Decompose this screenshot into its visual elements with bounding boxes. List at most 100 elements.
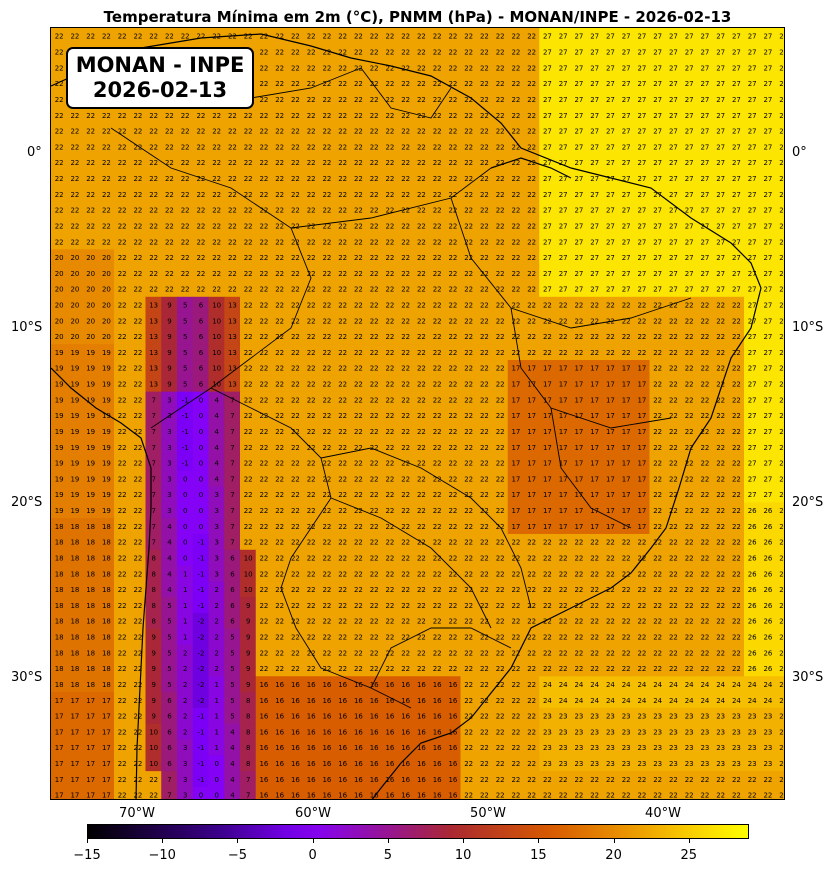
temperature-value: 22 [669, 349, 678, 357]
temperature-value: 22 [669, 460, 678, 468]
temperature-cell [397, 59, 414, 77]
temperature-value: 17 [559, 365, 568, 373]
temperature-value: 22 [464, 475, 473, 483]
temperature-value: 22 [307, 649, 316, 657]
temperature-value: 22 [448, 570, 457, 578]
temperature-value: 27 [732, 96, 741, 104]
temperature-value: 27 [653, 207, 662, 215]
temperature-value: 22 [259, 618, 268, 626]
temperature-value: 17 [637, 444, 646, 452]
temperature-value: 22 [511, 602, 520, 610]
temperature-value: 7 [230, 491, 234, 499]
temperature-value: 22 [149, 112, 158, 120]
temperature-cell [775, 75, 784, 92]
temperature-value: 27 [779, 286, 785, 294]
temperature-cell [303, 91, 320, 108]
temperature-map[interactable]: 22 22 22 22 22 22 22 22 22 22 22 22 22 22 22 22 22 22 22 22… [51, 28, 785, 800]
temperature-value: 22 [401, 159, 410, 167]
temperature-value: 27 [716, 128, 725, 136]
temperature-cell [114, 28, 131, 45]
temperature-value: 22 [118, 33, 127, 41]
temperature-value: 22 [622, 776, 631, 784]
temperature-value: 18 [86, 649, 95, 657]
temperature-value: 22 [307, 317, 316, 325]
temperature-value: 22 [748, 776, 757, 784]
temperature-value: 17 [637, 365, 646, 373]
temperature-cell [492, 91, 509, 108]
temperature-value: 27 [748, 33, 757, 41]
temperature-value: 22 [417, 80, 426, 88]
map-panel[interactable]: 22 22 22 22 22 22 22 22 22 22 22 22 22 22 22 22 22 22 22 22… [50, 27, 785, 800]
temperature-value: 26 [748, 507, 757, 515]
temperature-value: 22 [70, 33, 79, 41]
temperature-value: 27 [622, 238, 631, 246]
temperature-value: 22 [527, 586, 536, 594]
temperature-value: 27 [779, 491, 785, 499]
temperature-value: 10 [212, 317, 221, 325]
temperature-value: 16 [307, 760, 316, 768]
temperature-value: 27 [685, 49, 694, 57]
temperature-value: 22 [307, 491, 316, 499]
temperature-value: 22 [464, 697, 473, 705]
badge-date: 2026-02-13 [92, 78, 228, 102]
temperature-value: 22 [102, 128, 111, 136]
temperature-value: 22 [448, 586, 457, 594]
temperature-value: 22 [716, 365, 725, 373]
temperature-value: 22 [291, 349, 300, 357]
temperature-value: 22 [55, 159, 64, 167]
temperature-value: 22 [527, 270, 536, 278]
temperature-value: 27 [622, 159, 631, 167]
temperature-value: 22 [370, 191, 379, 199]
temperature-value: 22 [527, 602, 536, 610]
temperature-value: 8 [246, 760, 250, 768]
temperature-cell [444, 59, 462, 77]
temperature-value: 22 [496, 112, 505, 120]
temperature-value: 4 [230, 760, 235, 768]
temperature-value: 16 [354, 697, 363, 705]
temperature-cell [255, 43, 273, 61]
temperature-value: 20 [86, 301, 95, 309]
temperature-value: 27 [716, 64, 725, 72]
temperature-value: 22 [354, 128, 363, 136]
temperature-value: 27 [622, 191, 631, 199]
temperature-value: 22 [133, 523, 142, 531]
temperature-value: 22 [685, 428, 694, 436]
temperature-value: -1 [197, 744, 204, 752]
temperature-value: 22 [433, 649, 442, 657]
temperature-value: 22 [433, 396, 442, 404]
temperature-value: 22 [496, 728, 505, 736]
temperature-value: 20 [55, 317, 64, 325]
temperature-value: 16 [385, 728, 394, 736]
temperature-value: 22 [322, 64, 331, 72]
temperature-value: 22 [732, 396, 741, 404]
temperature-value: 22 [496, 207, 505, 215]
temperature-value: 27 [559, 33, 568, 41]
temperature-value: 22 [511, 744, 520, 752]
temperature-value: 22 [181, 254, 190, 262]
temperature-cell [649, 122, 666, 140]
temperature-value: 22 [149, 159, 158, 167]
temperature-value: 26 [748, 649, 757, 657]
temperature-value: 27 [559, 49, 568, 57]
temperature-value: 22 [480, 554, 489, 562]
temperature-value: 27 [763, 270, 772, 278]
temperature-value: 22 [259, 491, 268, 499]
temperature-value: 22 [354, 270, 363, 278]
temperature-value: 22 [685, 539, 694, 547]
temperature-value: -1 [182, 460, 189, 468]
temperature-value: 22 [401, 286, 410, 294]
temperature-value: 27 [559, 238, 568, 246]
temperature-value: 26 [779, 507, 785, 515]
temperature-value: 22 [448, 159, 457, 167]
temperature-value: 20 [102, 333, 111, 341]
temperature-value: 22 [543, 349, 552, 357]
temperature-value: 22 [133, 222, 142, 230]
temperature-value: 22 [133, 744, 142, 752]
temperature-value: 22 [716, 554, 725, 562]
temperature-value: 17 [102, 776, 111, 784]
temperature-value: 22 [385, 191, 394, 199]
temperature-value: -1 [197, 776, 204, 784]
temperature-value: 22 [165, 33, 174, 41]
temperature-value: 27 [763, 475, 772, 483]
temperature-value: 22 [732, 523, 741, 531]
